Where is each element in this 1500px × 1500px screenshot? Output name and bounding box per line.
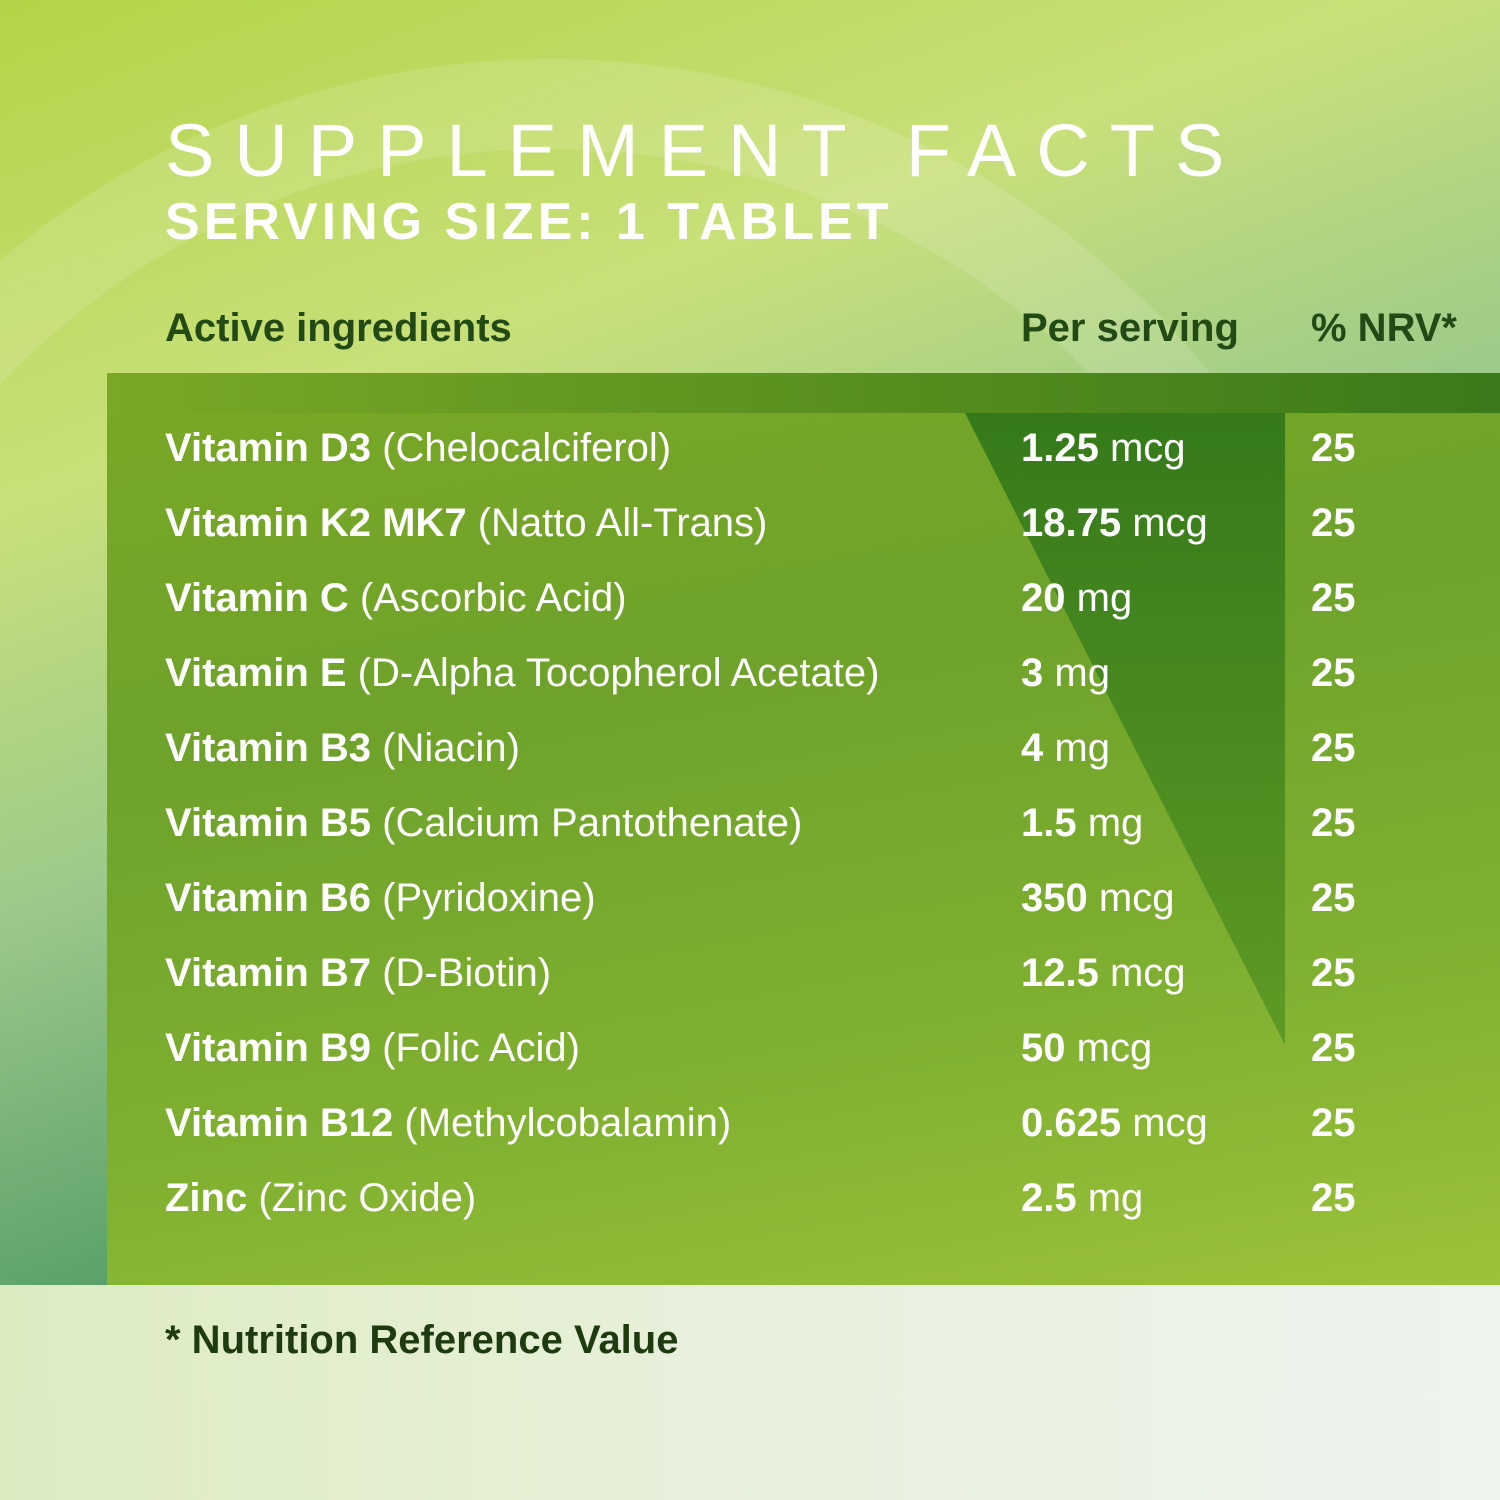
nrv-value: 25 <box>1311 651 1356 695</box>
per-serving: 2.5 mg <box>1021 1176 1143 1221</box>
ingredient: Vitamin B6 (Pyridoxine) <box>165 876 596 921</box>
ingredient: Vitamin B5 (Calcium Pantothenate) <box>165 801 802 846</box>
ingredient-source: (D-Alpha Tocopherol Acetate) <box>357 651 880 695</box>
header-per-serving: Per serving <box>1021 306 1239 350</box>
unit: mg <box>1076 576 1133 620</box>
ingredient-source: (Zinc Oxide) <box>258 1176 477 1220</box>
ingredient-name: Vitamin B9 <box>165 1026 371 1070</box>
page-title: SUPPLEMENT FACTS <box>165 109 1245 192</box>
ingredient-name: Vitamin B12 <box>165 1101 394 1145</box>
table-row: Vitamin B5 (Calcium Pantothenate) 1.5 mg 2… <box>107 801 1407 876</box>
serving-size: SERVING SIZE: 1 TABLET <box>165 193 893 251</box>
ingredient-name: Vitamin E <box>165 651 347 695</box>
ingredient-source: (D-Biotin) <box>382 951 552 995</box>
table-row: Vitamin B12 (Methylcobalamin) 0.625 mcg 25 <box>107 1101 1407 1176</box>
ingredient: Vitamin K2 MK7 (Natto All-Trans) <box>165 501 767 546</box>
amount: 3 <box>1021 651 1044 695</box>
amount: 0.625 <box>1021 1101 1122 1145</box>
unit: mcg <box>1109 426 1186 470</box>
table-row: Vitamin E (D-Alpha Tocopherol Acetate) 3 … <box>107 651 1407 726</box>
per-serving: 3 mg <box>1021 651 1110 696</box>
ingredient-source: (Natto All-Trans) <box>477 501 768 545</box>
unit: mcg <box>1132 501 1208 545</box>
amount: 1.25 <box>1021 426 1099 470</box>
per-serving: 0.625 mcg <box>1021 1101 1208 1146</box>
ingredient-name: Vitamin D3 <box>165 426 371 470</box>
dark-stripe <box>965 413 1285 1045</box>
table-row: Vitamin K2 MK7 (Natto All-Trans) 18.75 mc… <box>107 501 1407 576</box>
ingredient: Vitamin E (D-Alpha Tocopherol Acetate) <box>165 651 879 696</box>
ingredient-name: Vitamin B7 <box>165 951 371 995</box>
amount: 2.5 <box>1021 1176 1077 1220</box>
footnote: * Nutrition Reference Value <box>165 1318 679 1362</box>
ingredient-source: (Chelocalciferol) <box>382 426 672 470</box>
facts-table: Vitamin D3 (Chelocalciferol) 1.25 mcg 25 Vi… <box>107 373 1500 1285</box>
ingredient: Vitamin B3 (Niacin) <box>165 726 520 771</box>
per-serving: 18.75 mcg <box>1021 501 1208 546</box>
table-row: Vitamin D3 (Chelocalciferol) 1.25 mcg 25 <box>107 426 1407 501</box>
table-row: Vitamin B6 (Pyridoxine) 350 mcg 25 <box>107 876 1407 951</box>
amount: 4 <box>1021 726 1044 770</box>
nrv-value: 25 <box>1311 1026 1356 1070</box>
ingredient-name: Vitamin B6 <box>165 876 371 920</box>
unit: mcg <box>1132 1101 1208 1145</box>
per-serving: 350 mcg <box>1021 876 1174 921</box>
per-serving: 20 mg <box>1021 576 1132 621</box>
per-serving: 1.25 mcg <box>1021 426 1186 471</box>
per-serving: 4 mg <box>1021 726 1110 771</box>
ingredient-name: Vitamin B5 <box>165 801 371 845</box>
ingredient-source: (Folic Acid) <box>382 1026 580 1070</box>
nrv-value: 25 <box>1311 951 1356 995</box>
per-serving: 1.5 mg <box>1021 801 1143 846</box>
ingredient: Vitamin B9 (Folic Acid) <box>165 1026 580 1071</box>
unit: mg <box>1054 651 1110 695</box>
unit: mcg <box>1076 1026 1153 1070</box>
amount: 20 <box>1021 576 1066 620</box>
table-row: Vitamin B7 (D-Biotin) 12.5 mcg 25 <box>107 951 1407 1026</box>
nrv-value: 25 <box>1311 1176 1356 1220</box>
nrv-value: 25 <box>1311 576 1356 620</box>
unit: mcg <box>1109 951 1186 995</box>
nrv-value: 25 <box>1311 801 1356 845</box>
amount: 12.5 <box>1021 951 1099 995</box>
ingredient-source: (Methylcobalamin) <box>404 1101 732 1145</box>
ingredient-name: Vitamin K2 MK7 <box>165 501 467 545</box>
amount: 1.5 <box>1021 801 1077 845</box>
unit: mg <box>1087 1176 1144 1220</box>
ingredient-source: (Calcium Pantothenate) <box>382 801 803 845</box>
per-serving: 12.5 mcg <box>1021 951 1186 996</box>
header-nrv: % NRV* <box>1311 306 1457 350</box>
panel-decoration <box>107 373 1500 1045</box>
ingredient: Vitamin B7 (D-Biotin) <box>165 951 551 996</box>
ingredient: Vitamin C (Ascorbic Acid) <box>165 576 627 621</box>
unit: mg <box>1087 801 1144 845</box>
header-ingredients: Active ingredients <box>165 306 512 350</box>
unit: mcg <box>1098 876 1175 920</box>
table-row: Vitamin B3 (Niacin) 4 mg 25 <box>107 726 1407 801</box>
nrv-value: 25 <box>1311 501 1356 545</box>
amount: 50 <box>1021 1026 1066 1070</box>
ingredient-source: (Pyridoxine) <box>382 876 596 920</box>
ingredient: Zinc (Zinc Oxide) <box>165 1176 476 1221</box>
amount: 18.75 <box>1021 501 1122 545</box>
nrv-value: 25 <box>1311 1101 1356 1145</box>
nrv-value: 25 <box>1311 726 1356 770</box>
ingredient-name: Vitamin B3 <box>165 726 371 770</box>
ingredient: Vitamin B12 (Methylcobalamin) <box>165 1101 731 1146</box>
ingredient-source: (Ascorbic Acid) <box>359 576 627 620</box>
per-serving: 50 mcg <box>1021 1026 1152 1071</box>
table-row: Zinc (Zinc Oxide) 2.5 mg 25 <box>107 1176 1407 1251</box>
table-row: Vitamin C (Ascorbic Acid) 20 mg 25 <box>107 576 1407 651</box>
ingredient-source: (Niacin) <box>382 726 520 770</box>
ingredient: Vitamin D3 (Chelocalciferol) <box>165 426 671 471</box>
nrv-value: 25 <box>1311 876 1356 920</box>
background-bottom <box>0 1285 1500 1500</box>
table-row: Vitamin B9 (Folic Acid) 50 mcg 25 <box>107 1026 1407 1101</box>
nrv-value: 25 <box>1311 426 1356 470</box>
amount: 350 <box>1021 876 1088 920</box>
ingredient-name: Vitamin C <box>165 576 349 620</box>
ingredient-name: Zinc <box>165 1176 248 1220</box>
unit: mg <box>1054 726 1110 770</box>
panel-top-band <box>107 373 1500 413</box>
